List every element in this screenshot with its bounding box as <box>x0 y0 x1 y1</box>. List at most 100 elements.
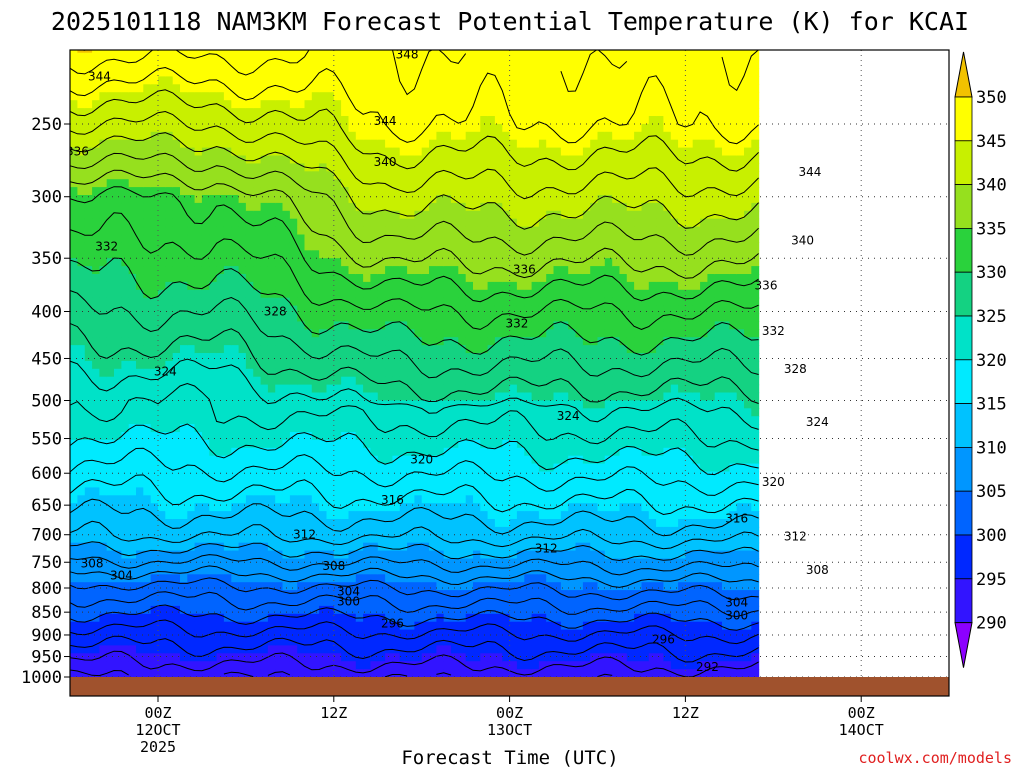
heatmap-cell <box>201 471 210 480</box>
heatmap-cell <box>473 637 481 646</box>
heatmap-cell <box>99 305 108 315</box>
heatmap-cell <box>128 289 137 299</box>
heatmap-cell <box>443 495 452 504</box>
heatmap-cell <box>289 645 298 654</box>
heatmap-cell <box>180 479 188 488</box>
heatmap-cell <box>370 416 379 425</box>
heatmap-cell <box>216 171 225 180</box>
heatmap-cell <box>414 384 423 394</box>
heatmap-cell <box>201 50 210 54</box>
heatmap-cell <box>99 108 108 117</box>
heatmap-cell <box>158 297 166 307</box>
heatmap-cell <box>341 305 349 315</box>
heatmap-cell <box>436 92 445 101</box>
heatmap-cell <box>84 226 93 236</box>
heatmap-cell <box>465 534 474 544</box>
heatmap-cell <box>304 147 313 157</box>
heatmap-cell <box>443 297 452 307</box>
heatmap-cell <box>399 68 408 77</box>
heatmap-cell <box>260 392 269 401</box>
heatmap-cell <box>77 258 86 267</box>
heatmap-cell <box>385 550 393 560</box>
heatmap-cell <box>209 439 218 449</box>
heatmap-cell <box>275 511 284 520</box>
heatmap-cell <box>399 495 408 504</box>
heatmap-cell <box>399 439 408 449</box>
heatmap-cell <box>77 605 86 615</box>
heatmap-cell <box>480 297 489 307</box>
heatmap-cell <box>128 131 137 141</box>
heatmap-cell <box>421 195 430 204</box>
heatmap-cell <box>231 495 240 504</box>
heatmap-cell <box>253 653 262 662</box>
heatmap-cell <box>253 250 262 259</box>
heatmap-cell <box>106 116 115 125</box>
heatmap-cell <box>34 100 42 109</box>
heatmap-cell <box>158 100 166 109</box>
heatmap-cell <box>311 408 320 417</box>
heatmap-cell <box>70 479 78 488</box>
heatmap-cell <box>399 432 408 441</box>
heatmap-cell <box>363 392 371 401</box>
heatmap-cell <box>84 108 93 117</box>
heatmap-cell <box>84 353 93 362</box>
heatmap-cell <box>106 542 115 552</box>
heatmap-cell <box>319 392 327 401</box>
heatmap-cell <box>326 266 335 275</box>
heatmap-cell <box>370 250 379 259</box>
heatmap-cell <box>245 258 254 267</box>
heatmap-cell <box>136 345 144 354</box>
heatmap-cell <box>289 76 298 85</box>
heatmap-cell <box>385 503 393 512</box>
heatmap-cell <box>121 621 130 631</box>
heatmap-cell <box>282 408 291 417</box>
heatmap-cell <box>348 274 357 283</box>
heatmap-cell <box>194 669 203 678</box>
heatmap-cell <box>70 116 78 125</box>
heatmap-cell <box>165 416 174 425</box>
heatmap-cell <box>201 274 210 283</box>
heatmap-cell <box>348 52 357 62</box>
heatmap-cell <box>84 534 93 544</box>
heatmap-cell <box>158 84 166 93</box>
heatmap-cell <box>297 76 306 85</box>
heatmap-cell <box>326 621 335 631</box>
heatmap-cell <box>26 76 34 85</box>
heatmap-cell <box>136 353 144 362</box>
heatmap-cell <box>158 163 166 172</box>
heatmap-cell <box>289 171 298 180</box>
heatmap-cell <box>114 511 122 520</box>
heatmap-cell <box>180 360 188 370</box>
heatmap-cell <box>231 432 240 441</box>
heatmap-cell <box>56 219 64 228</box>
heatmap-cell <box>407 139 415 149</box>
heatmap-cell <box>180 50 188 54</box>
heatmap-cell <box>99 550 108 560</box>
heatmap-cell <box>319 479 327 488</box>
heatmap-cell <box>407 258 415 267</box>
heatmap-cell <box>216 408 225 417</box>
heatmap-cell <box>260 210 269 220</box>
heatmap-cell <box>194 495 203 504</box>
heatmap-cell <box>34 179 42 188</box>
heatmap-cell <box>194 629 203 639</box>
heatmap-cell <box>326 345 335 354</box>
heatmap-cell <box>253 210 262 220</box>
heatmap-cell <box>253 637 262 646</box>
heatmap-cell <box>275 266 284 275</box>
heatmap-cell <box>319 400 327 409</box>
heatmap-cell <box>121 123 130 133</box>
heatmap-cell <box>180 321 188 330</box>
heatmap-cell <box>165 368 174 378</box>
heatmap-cell <box>143 179 152 188</box>
heatmap-cell <box>304 368 313 378</box>
heatmap-cell <box>180 266 188 275</box>
heatmap-cell <box>267 590 276 599</box>
heatmap-cell <box>348 471 357 480</box>
heatmap-cell <box>304 384 313 394</box>
heatmap-cell <box>56 156 64 165</box>
heatmap-cell <box>26 456 34 465</box>
heatmap-cell <box>341 123 349 133</box>
heatmap-cell <box>128 163 137 172</box>
heatmap-cell <box>297 242 306 251</box>
